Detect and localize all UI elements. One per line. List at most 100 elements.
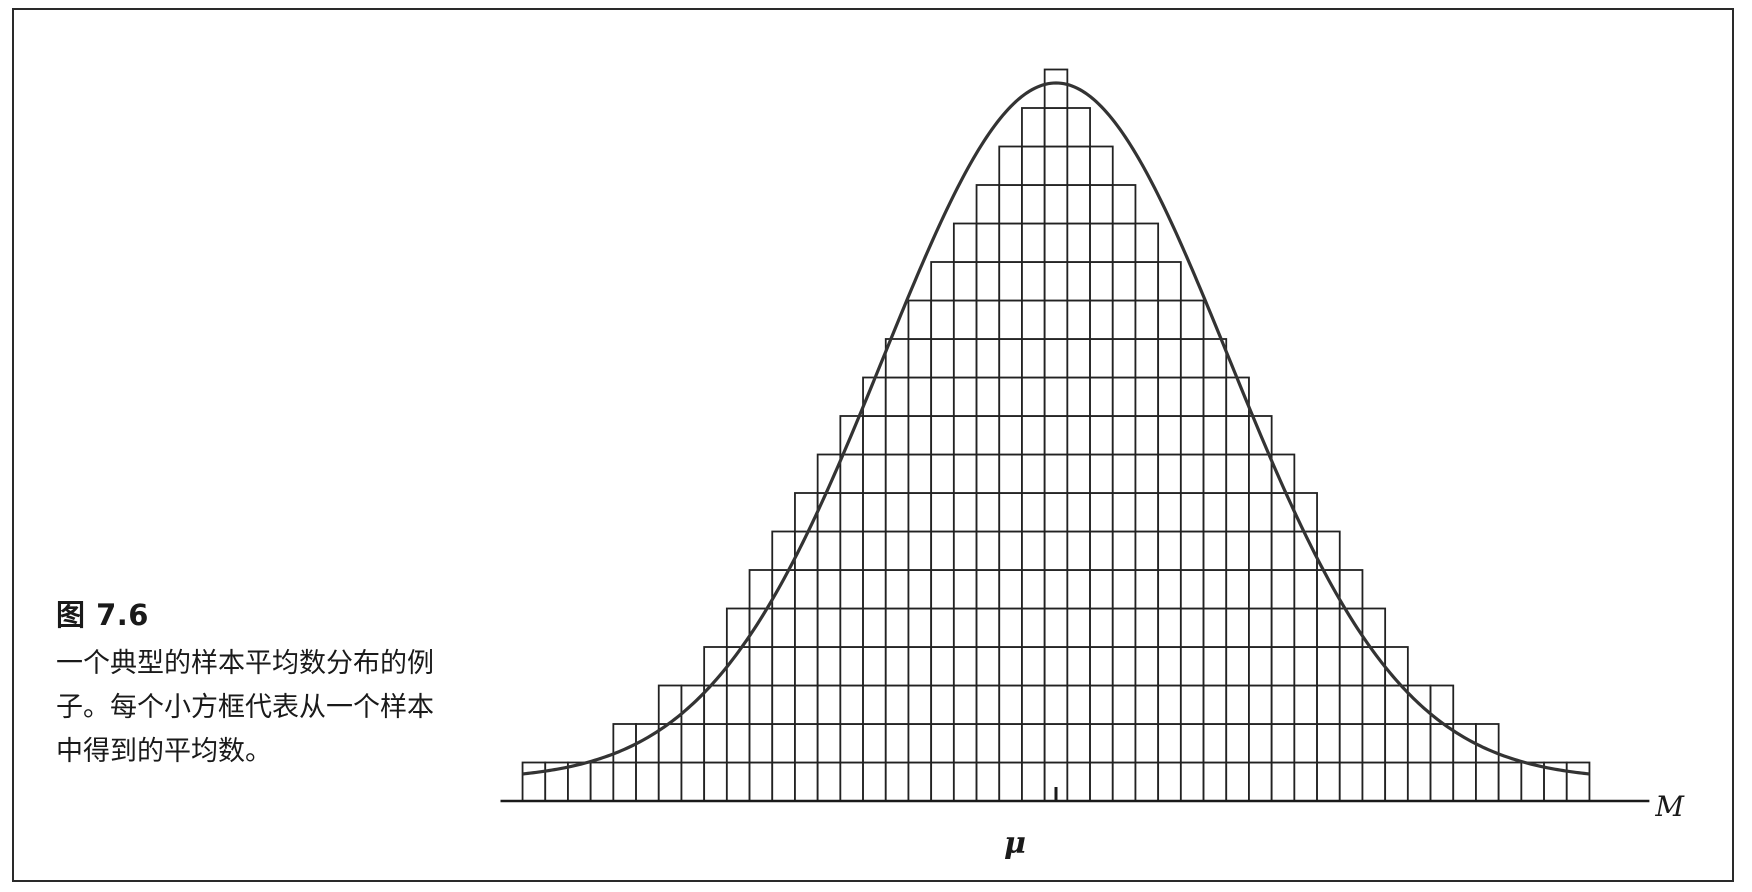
unit-box xyxy=(998,646,1023,687)
unit-box xyxy=(816,684,842,725)
unit-box xyxy=(975,222,1001,263)
unit-box xyxy=(1066,530,1091,571)
unit-box xyxy=(1021,761,1046,802)
unit-box xyxy=(1043,646,1069,687)
unit-box xyxy=(839,453,864,494)
unit-box xyxy=(1361,684,1387,725)
unit-box xyxy=(1066,723,1091,764)
unit-box xyxy=(998,415,1023,456)
unit-box xyxy=(975,299,1001,340)
unit-box xyxy=(1043,453,1069,494)
unit-box xyxy=(1248,684,1273,725)
unit-box xyxy=(1316,530,1341,571)
unit-box xyxy=(1021,723,1046,764)
unit-box xyxy=(1202,723,1228,764)
unit-box xyxy=(771,569,796,610)
unit-box xyxy=(1179,684,1205,725)
unit-box xyxy=(975,492,1001,533)
unit-box xyxy=(1021,415,1046,456)
unit-box xyxy=(794,607,819,648)
unit-box xyxy=(1134,607,1160,648)
unit-box xyxy=(1293,569,1318,610)
unit-box xyxy=(1066,261,1091,302)
unit-box xyxy=(1021,338,1046,379)
unit-box xyxy=(1157,338,1182,379)
unit-box xyxy=(1111,569,1137,610)
unit-box xyxy=(1225,492,1250,533)
unit-box xyxy=(1066,684,1091,725)
unit-box xyxy=(1134,530,1160,571)
unit-box xyxy=(975,607,1001,648)
unit-box xyxy=(816,530,842,571)
unit-box xyxy=(703,723,728,764)
unit-box xyxy=(1134,299,1160,340)
unit-box xyxy=(1316,646,1341,687)
unit-box xyxy=(952,222,978,263)
unit-box xyxy=(1293,492,1318,533)
unit-box xyxy=(952,761,978,802)
unit-box xyxy=(612,723,637,764)
unit-box xyxy=(1361,607,1387,648)
unit-box xyxy=(1157,530,1182,571)
unit-box xyxy=(1066,299,1091,340)
unit-box xyxy=(1248,492,1273,533)
unit-box xyxy=(1179,453,1205,494)
unit-box xyxy=(907,376,933,417)
unit-box xyxy=(794,723,819,764)
unit-box xyxy=(1043,492,1069,533)
unit-box xyxy=(884,415,910,456)
unit-box xyxy=(862,530,887,571)
unit-box xyxy=(1021,145,1046,186)
unit-box xyxy=(1021,222,1046,263)
unit-box xyxy=(1225,684,1250,725)
unit-box xyxy=(1384,761,1409,802)
unit-box xyxy=(907,646,933,687)
unit-box xyxy=(1111,299,1137,340)
unit-box xyxy=(1134,684,1160,725)
unit-box xyxy=(1134,453,1160,494)
unit-box xyxy=(1293,607,1318,648)
unit-box xyxy=(1043,261,1069,302)
figure-label: 图 7.6 xyxy=(56,598,149,632)
unit-box xyxy=(1043,376,1069,417)
unit-box xyxy=(1225,723,1250,764)
unit-box xyxy=(952,492,978,533)
unit-box xyxy=(1225,607,1250,648)
unit-box xyxy=(930,761,955,802)
unit-box xyxy=(952,646,978,687)
unit-box xyxy=(1225,761,1250,802)
unit-box xyxy=(1179,338,1205,379)
unit-box xyxy=(1202,607,1228,648)
unit-box xyxy=(1021,607,1046,648)
unit-box xyxy=(998,376,1023,417)
unit-box xyxy=(930,492,955,533)
unit-box xyxy=(884,569,910,610)
unit-box xyxy=(907,569,933,610)
unit-box xyxy=(1475,723,1500,764)
unit-box xyxy=(862,415,887,456)
unit-box xyxy=(1089,530,1114,571)
unit-box xyxy=(839,723,864,764)
unit-box xyxy=(748,607,774,648)
unit-box xyxy=(907,492,933,533)
unit-box xyxy=(1089,646,1114,687)
unit-box xyxy=(839,761,864,802)
unit-box xyxy=(998,453,1023,494)
unit-box xyxy=(1225,530,1250,571)
unit-box xyxy=(1134,761,1160,802)
unit-box xyxy=(816,723,842,764)
unit-box xyxy=(1066,646,1091,687)
unit-box xyxy=(1021,376,1046,417)
unit-box xyxy=(1179,492,1205,533)
unit-box xyxy=(930,376,955,417)
unit-box xyxy=(1293,684,1318,725)
unit-box xyxy=(794,684,819,725)
unit-box xyxy=(998,299,1023,340)
unit-box xyxy=(1225,453,1250,494)
unit-box xyxy=(703,761,728,802)
unit-box xyxy=(1384,723,1409,764)
unit-box xyxy=(1316,723,1341,764)
unit-box xyxy=(998,723,1023,764)
unit-box xyxy=(884,530,910,571)
unit-box xyxy=(839,646,864,687)
